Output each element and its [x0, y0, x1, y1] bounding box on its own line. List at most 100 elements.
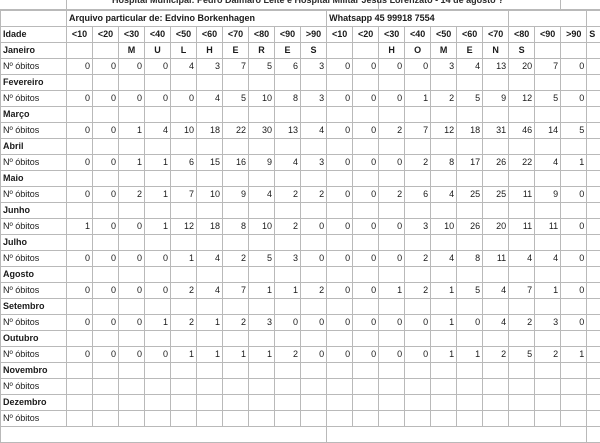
men-obitos-90[interactable]: 1 — [535, 283, 561, 299]
men-obitos-60[interactable]: 26 — [457, 219, 483, 235]
men-obitos-10[interactable]: 0 — [327, 91, 353, 107]
men-obitos-30[interactable]: 0 — [379, 155, 405, 171]
men-obitos-60[interactable]: 4 — [457, 59, 483, 75]
women-obitos-20[interactable]: 0 — [93, 347, 119, 363]
men-obitos-50[interactable]: 3 — [431, 59, 457, 75]
men-obitos-10[interactable]: 0 — [327, 59, 353, 75]
men-obitos-50[interactable]: 1 — [431, 315, 457, 331]
men-obitos-40[interactable]: 2 — [405, 251, 431, 267]
women-obitos-50[interactable]: 10 — [171, 123, 197, 139]
soma-value[interactable]: 18 — [587, 347, 600, 363]
women-obitos-70[interactable]: 7 — [223, 59, 249, 75]
men-obitos-60[interactable] — [457, 379, 483, 395]
men-obitos-50[interactable]: 8 — [431, 155, 457, 171]
men-obitos-80[interactable]: 22 — [509, 155, 535, 171]
men-obitos-10[interactable]: 0 — [327, 347, 353, 363]
women-obitos-70[interactable]: 5 — [223, 91, 249, 107]
women-obitos-20[interactable]: 0 — [93, 91, 119, 107]
women-obitos-30[interactable]: 0 — [119, 59, 145, 75]
women-obitos-50[interactable] — [171, 379, 197, 395]
men-obitos-70[interactable] — [483, 411, 509, 427]
men-obitos-20[interactable]: 0 — [353, 251, 379, 267]
men-age-bin-80[interactable]: <80 — [509, 27, 535, 43]
women-obitos-60[interactable]: 3 — [197, 59, 223, 75]
men-obitos-70[interactable]: 2 — [483, 347, 509, 363]
men-obitos-70[interactable]: 25 — [483, 187, 509, 203]
men-obitos-30[interactable]: 2 — [379, 123, 405, 139]
women-obitos-90[interactable]: 0 — [301, 315, 327, 331]
men-obitos-20[interactable]: 0 — [353, 187, 379, 203]
men-obitos-60[interactable]: 8 — [457, 251, 483, 267]
women-obitos-90[interactable]: 13 — [275, 123, 301, 139]
women-obitos-50[interactable]: 0 — [171, 91, 197, 107]
women-obitos-90[interactable]: 8 — [275, 91, 301, 107]
men-obitos-70[interactable]: 13 — [483, 59, 509, 75]
men-obitos-40[interactable]: 2 — [405, 155, 431, 171]
women-obitos-60[interactable]: 4 — [197, 91, 223, 107]
men-obitos-40[interactable]: 0 — [405, 347, 431, 363]
women-obitos-70[interactable] — [223, 411, 249, 427]
men-obitos-60[interactable]: 5 — [457, 283, 483, 299]
women-age-bin-50[interactable]: <50 — [171, 27, 197, 43]
soma-value[interactable]: 237 — [587, 123, 600, 139]
women-obitos-20[interactable]: 0 — [93, 283, 119, 299]
women-obitos-60[interactable]: 18 — [197, 219, 223, 235]
month-label-julho[interactable]: Julho — [1, 235, 67, 251]
women-age-bin-20[interactable]: <20 — [93, 27, 119, 43]
women-obitos-30[interactable]: 2 — [119, 187, 145, 203]
men-obitos-30[interactable]: 0 — [379, 315, 405, 331]
women-obitos-90[interactable]: 3 — [301, 155, 327, 171]
women-obitos-70[interactable]: 7 — [223, 283, 249, 299]
women-obitos-60[interactable]: 10 — [197, 187, 223, 203]
month-label-março[interactable]: Março — [1, 107, 67, 123]
soma-value[interactable]: 64 — [587, 91, 600, 107]
women-obitos-80[interactable]: 10 — [249, 91, 275, 107]
men-obitos-70[interactable]: 26 — [483, 155, 509, 171]
women-obitos-70[interactable]: 8 — [223, 219, 249, 235]
women-age-bin-10[interactable]: <10 — [67, 27, 93, 43]
men-obitos-30[interactable]: 0 — [379, 347, 405, 363]
women-obitos-40[interactable]: 1 — [145, 187, 171, 203]
women-obitos-90[interactable] — [275, 411, 301, 427]
women-age-bin-40[interactable]: <40 — [145, 27, 171, 43]
men-obitos-60[interactable]: 5 — [457, 91, 483, 107]
women-obitos-70[interactable]: 1 — [223, 347, 249, 363]
month-label-agosto[interactable]: Agosto — [1, 267, 67, 283]
women-obitos-20[interactable]: 0 — [93, 251, 119, 267]
women-obitos-90[interactable]: 4 — [275, 155, 301, 171]
men-obitos-30[interactable]: 0 — [379, 251, 405, 267]
men-obitos-50[interactable]: 1 — [431, 283, 457, 299]
women-obitos-80[interactable]: 30 — [249, 123, 275, 139]
women-obitos-90[interactable]: 2 — [275, 187, 301, 203]
men-age-bin-60[interactable]: <60 — [457, 27, 483, 43]
men-obitos-30[interactable]: 0 — [379, 91, 405, 107]
women-obitos-10[interactable]: 0 — [67, 155, 93, 171]
women-obitos-40[interactable] — [145, 379, 171, 395]
men-obitos-30[interactable] — [379, 379, 405, 395]
women-obitos-50[interactable]: 7 — [171, 187, 197, 203]
men-obitos-50[interactable]: 4 — [431, 251, 457, 267]
month-label-novembro[interactable]: Novembro — [1, 363, 67, 379]
women-obitos-50[interactable] — [171, 411, 197, 427]
women-obitos-80[interactable]: 4 — [249, 187, 275, 203]
women-obitos-60[interactable] — [197, 379, 223, 395]
women-obitos-20[interactable]: 0 — [93, 155, 119, 171]
women-obitos-30[interactable]: 0 — [119, 251, 145, 267]
women-obitos-20[interactable]: 0 — [93, 187, 119, 203]
women-obitos-90[interactable] — [275, 379, 301, 395]
men-obitos-40[interactable]: 3 — [405, 219, 431, 235]
men-obitos-90[interactable]: 9 — [535, 187, 561, 203]
month-label-setembro[interactable]: Setembro — [1, 299, 67, 315]
women-obitos-10[interactable]: 0 — [67, 283, 93, 299]
women-obitos-40[interactable] — [145, 411, 171, 427]
men-obitos-10[interactable]: 0 — [327, 219, 353, 235]
women-obitos-90[interactable]: 2 — [275, 219, 301, 235]
men-obitos-40[interactable]: 7 — [405, 123, 431, 139]
women-obitos-90[interactable] — [301, 379, 327, 395]
men-obitos-90[interactable] — [561, 379, 587, 395]
women-obitos-80[interactable]: 10 — [249, 219, 275, 235]
men-obitos-90[interactable]: 0 — [561, 283, 587, 299]
men-obitos-80[interactable]: 2 — [509, 315, 535, 331]
women-obitos-90[interactable]: 2 — [301, 283, 327, 299]
men-obitos-90[interactable]: 5 — [535, 91, 561, 107]
